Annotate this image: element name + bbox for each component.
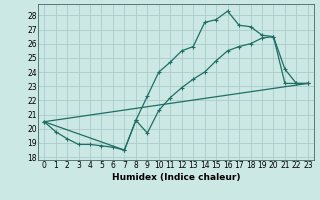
- X-axis label: Humidex (Indice chaleur): Humidex (Indice chaleur): [112, 173, 240, 182]
